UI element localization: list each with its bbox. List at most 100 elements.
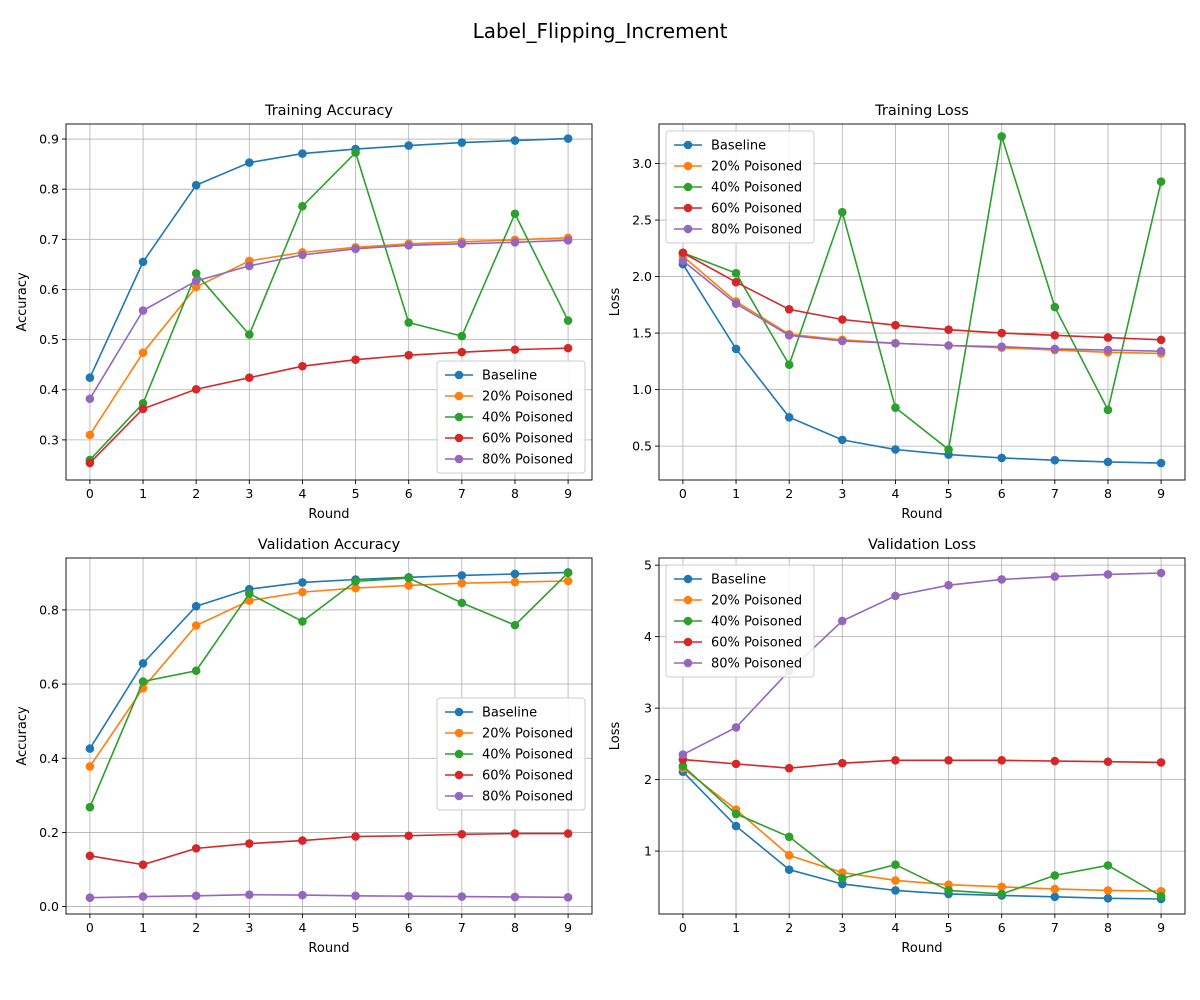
training-accuracy-series-80pct-poisoned-point bbox=[457, 239, 467, 249]
validation-loss-series-80pct-poisoned-point bbox=[944, 580, 953, 590]
legend-marker-60pct-poisoned bbox=[454, 433, 464, 443]
training-loss-series-60pct-poisoned-point bbox=[1156, 335, 1166, 345]
validation-accuracy-series-80pct-poisoned-point bbox=[298, 890, 307, 900]
validation-accuracy-series-40pct-poisoned-point bbox=[457, 598, 467, 608]
training-accuracy-series-baseline-point bbox=[298, 149, 307, 158]
training-accuracy-series-40pct-poisoned-point bbox=[510, 209, 520, 219]
validation-accuracy-series-80pct-poisoned-point bbox=[191, 891, 201, 901]
validation-loss-series-20pct-poisoned-line bbox=[682, 767, 1162, 892]
validation-accuracy-series-20pct-poisoned-point bbox=[563, 576, 573, 586]
training-loss-legend: Baseline 20% Poisoned 40% Poisoned 60% Pois… bbox=[665, 130, 815, 244]
training-loss-series-40pct-poisoned-point bbox=[784, 360, 794, 370]
validation-loss-series-20pct-poisoned-point bbox=[1050, 884, 1060, 894]
validation-accuracy-series-60pct-poisoned-point bbox=[404, 831, 413, 841]
validation-accuracy-series-20pct-poisoned-line bbox=[89, 580, 569, 767]
validation-loss-y-tick-label: 3 bbox=[644, 701, 652, 716]
legend-marker-80pct-poisoned bbox=[454, 454, 464, 464]
training-accuracy-y-tick-label: 0.6 bbox=[39, 282, 59, 297]
validation-accuracy-y-tick-label: 0.6 bbox=[39, 677, 59, 692]
validation-accuracy-series-20pct-poisoned-point bbox=[298, 587, 307, 597]
validation-accuracy-series-60pct-poisoned-point bbox=[85, 851, 95, 861]
training-loss-series-60pct-poisoned-point bbox=[784, 305, 794, 314]
training-loss-x-tick-label: 5 bbox=[945, 486, 953, 501]
validation-accuracy-x-axis-label: Round bbox=[308, 941, 349, 956]
training-accuracy-series-20pct-poisoned-point bbox=[191, 282, 201, 292]
legend-marker-20pct-poisoned bbox=[454, 391, 464, 401]
training-accuracy-series-baseline-point bbox=[85, 373, 95, 383]
training-loss-x-tick-label: 7 bbox=[1051, 486, 1059, 501]
validation-loss-series-20pct-poisoned-point bbox=[784, 851, 794, 860]
training-accuracy-series-40pct-poisoned-point bbox=[563, 316, 573, 325]
training-accuracy-series-baseline-point bbox=[245, 158, 254, 167]
validation-loss-series-40pct-poisoned-point bbox=[784, 832, 794, 842]
validation-accuracy-series-60pct-poisoned-point bbox=[351, 832, 360, 841]
training-loss-x-tick-label: 4 bbox=[891, 486, 899, 501]
validation-loss-y-tick-label: 5 bbox=[644, 558, 652, 573]
training-loss-series-40pct-poisoned-point bbox=[997, 132, 1006, 141]
validation-loss-series-60pct-poisoned-point bbox=[784, 763, 794, 773]
training-accuracy-x-tick-label: 7 bbox=[458, 486, 466, 501]
validation-loss-legend-box bbox=[665, 564, 815, 678]
training-accuracy-x-axis-label: Round bbox=[308, 507, 349, 522]
validation-loss-series-40pct-poisoned-point bbox=[1050, 871, 1060, 880]
validation-accuracy-x-tick-label: 8 bbox=[511, 920, 519, 935]
legend-label-60pct-poisoned: 60% Poisoned bbox=[711, 202, 802, 217]
training-loss-title: Training Loss bbox=[874, 103, 969, 119]
training-accuracy-series-80pct-poisoned-point bbox=[351, 244, 360, 254]
training-loss-x-tick-label: 2 bbox=[785, 486, 793, 501]
validation-loss-series-40pct-poisoned-point bbox=[1156, 891, 1166, 901]
training-loss-y-tick-label: 3.0 bbox=[632, 156, 652, 171]
training-accuracy-series-baseline-point bbox=[191, 180, 201, 190]
validation-accuracy-series-60pct-poisoned-point bbox=[457, 829, 467, 839]
training-loss-series-80pct-poisoned-point bbox=[678, 256, 688, 266]
training-accuracy-series-60pct-poisoned-point bbox=[298, 361, 307, 371]
legend-label-baseline: Baseline bbox=[711, 573, 766, 588]
validation-accuracy-x-tick-label: 0 bbox=[86, 920, 94, 935]
validation-accuracy-series-60pct-poisoned-point bbox=[191, 844, 201, 853]
validation-accuracy-series-40pct-poisoned-point bbox=[85, 802, 95, 812]
training-accuracy-series-60pct-poisoned-point bbox=[457, 347, 467, 357]
validation-loss-series-baseline-point bbox=[891, 886, 900, 895]
training-accuracy-series-60pct-poisoned-point bbox=[510, 345, 520, 354]
validation-accuracy-x-tick-label: 1 bbox=[139, 920, 147, 935]
training-accuracy-y-tick-label: 0.7 bbox=[39, 232, 59, 247]
validation-loss-series-40pct-poisoned-point bbox=[944, 886, 953, 895]
training-accuracy-series-80pct-poisoned-point bbox=[298, 250, 307, 260]
legend-label-80pct-poisoned: 80% Poisoned bbox=[482, 790, 573, 805]
legend-label-20pct-poisoned: 20% Poisoned bbox=[482, 727, 573, 742]
validation-loss-series-60pct-poisoned-point bbox=[997, 756, 1006, 765]
training-loss-plot-frame bbox=[658, 123, 1186, 481]
validation-accuracy-series-40pct-poisoned-point bbox=[298, 617, 307, 626]
legend-label-40pct-poisoned: 40% Poisoned bbox=[711, 181, 802, 196]
validation-loss-x-tick-label: 2 bbox=[785, 920, 793, 935]
validation-accuracy-series-20pct-poisoned-point bbox=[404, 581, 413, 590]
validation-loss-series-60pct-poisoned-point bbox=[891, 756, 900, 765]
training-loss-series-baseline-point bbox=[784, 412, 794, 422]
validation-accuracy-x-tick-label: 2 bbox=[192, 920, 200, 935]
legend-marker-baseline bbox=[454, 707, 464, 717]
validation-accuracy-series-60pct-poisoned-point bbox=[563, 829, 573, 838]
validation-accuracy-series-20pct-poisoned-point bbox=[245, 596, 254, 605]
training-accuracy-series-baseline-line bbox=[89, 137, 569, 379]
training-accuracy-legend: Baseline 20% Poisoned 40% Poisoned 60% Pois… bbox=[436, 360, 586, 474]
validation-accuracy-x-tick-label: 7 bbox=[458, 920, 466, 935]
legend-marker-80pct-poisoned bbox=[683, 658, 693, 668]
legend-marker-60pct-poisoned bbox=[683, 637, 693, 647]
training-accuracy-series-40pct-poisoned-point bbox=[457, 331, 467, 341]
validation-accuracy-series-80pct-poisoned-point bbox=[510, 892, 520, 902]
validation-loss-series-20pct-poisoned-point bbox=[1103, 886, 1113, 895]
training-accuracy-series-40pct-poisoned-point bbox=[298, 201, 307, 211]
training-loss-series-80pct-poisoned-point bbox=[838, 336, 847, 346]
training-accuracy-series-60pct-poisoned-point bbox=[245, 373, 254, 383]
validation-loss-x-tick-label: 1 bbox=[732, 920, 740, 935]
training-accuracy-legend-box bbox=[436, 360, 586, 474]
training-loss-series-40pct-poisoned-point bbox=[944, 445, 953, 454]
training-loss-series-80pct-poisoned-point bbox=[784, 331, 794, 340]
validation-accuracy-series-baseline-point bbox=[298, 578, 307, 587]
validation-loss-chart: 0 1 2 3 4 5 6 7 8 9 1 2 3 4 5 Validation Loss Round Loss B… bbox=[608, 537, 1186, 956]
legend-marker-20pct-poisoned bbox=[454, 728, 464, 738]
validation-loss-y-tick-label: 1 bbox=[644, 844, 652, 859]
training-accuracy-y-tick-label: 0.3 bbox=[39, 432, 59, 447]
training-accuracy-y-tick-label: 0.8 bbox=[39, 182, 59, 197]
legend-marker-40pct-poisoned bbox=[683, 182, 693, 192]
